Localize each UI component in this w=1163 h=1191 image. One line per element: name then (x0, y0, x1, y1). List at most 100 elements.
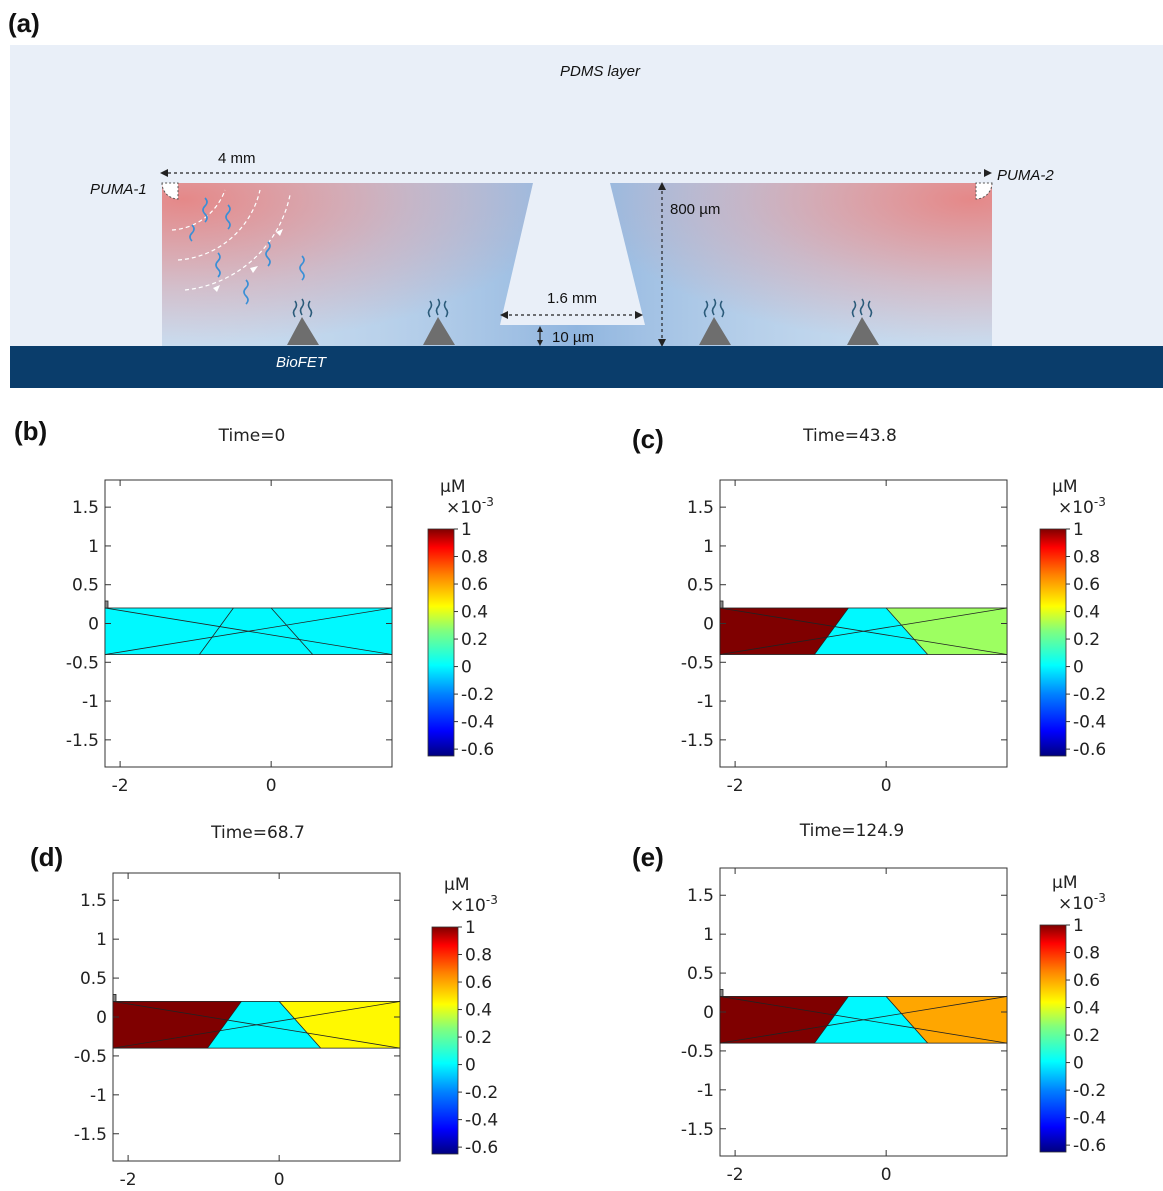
x-tick-label: -2 (112, 776, 129, 796)
sensor-1 (287, 298, 319, 345)
colorbar-multiplier: ×10-3 (446, 495, 494, 518)
y-tick-label: 1 (96, 930, 107, 950)
panel-label-a: (a) (8, 8, 40, 38)
colorbar-tick-label: 0.4 (1073, 603, 1100, 623)
region-right (279, 1001, 400, 1049)
y-tick-label: 1 (703, 925, 714, 945)
y-tick-label: 0.5 (687, 964, 714, 984)
colorbar-tick-label: 0 (461, 658, 472, 678)
colorbar-tick-label: -0.2 (461, 685, 494, 705)
colorbar-tick-label: -0.4 (1073, 1109, 1106, 1129)
colorbar (1039, 528, 1067, 757)
colorbar-tick-label: 0.6 (1073, 575, 1100, 595)
x-tick-label: 0 (881, 1165, 892, 1185)
y-tick-label: -1 (82, 692, 99, 712)
colorbar-tick-label: -0.4 (465, 1111, 498, 1131)
colorbar-unit: µM (444, 875, 469, 895)
y-tick-label: 1.5 (80, 891, 107, 911)
x-tick-label: 0 (274, 1170, 285, 1190)
x-tick-label: 0 (881, 776, 892, 796)
y-tick-label: -1.5 (74, 1125, 107, 1145)
colorbar-unit: µM (1052, 477, 1077, 497)
region-left (105, 607, 234, 655)
colorbar-tick-label: 0.2 (1073, 1026, 1100, 1046)
y-tick-label: -0.5 (66, 653, 99, 673)
y-tick-label: 1 (703, 537, 714, 557)
colorbar-tick-label: -0.6 (1073, 1136, 1106, 1156)
y-tick-label: -0.5 (681, 1042, 714, 1062)
substrate-label: BioFET (276, 354, 328, 371)
puma1-electrode (161, 182, 179, 200)
colorbar-multiplier: ×10-3 (1058, 495, 1106, 518)
colorbar-tick-label: 0 (465, 1056, 476, 1076)
y-tick-label: 0 (88, 615, 99, 635)
colorbar-tick-label: -0.2 (1073, 685, 1106, 705)
y-tick-label: 0.5 (80, 969, 107, 989)
free-strands (189, 197, 305, 305)
colorbar-tick-label: 0.2 (465, 1028, 492, 1048)
x-tick-label: 0 (266, 776, 277, 796)
y-tick-label: -0.5 (681, 653, 714, 673)
central-insert (500, 183, 645, 325)
colorbar-tick-label: -0.4 (461, 713, 494, 733)
plot-title: Time=124.9 (799, 821, 905, 841)
colorbar-tick-label: 0.6 (1073, 971, 1100, 991)
region-center (199, 607, 313, 655)
panel-label: (d) (30, 842, 63, 872)
colorbar-tick-label: 0.2 (461, 630, 488, 650)
colorbar-tick-label: 1 (1073, 916, 1084, 936)
y-tick-label: -1 (697, 1081, 714, 1101)
colorbar-tick-label: 0.8 (1073, 944, 1100, 964)
y-tick-label: 1.5 (687, 498, 714, 518)
heatmap-panel: (d) Time=68.7 1.5 1 0.5 0 -0.5 -1 -1.5 -2 0 µM×10-3… (30, 823, 498, 1190)
y-tick-label: -1 (90, 1086, 107, 1106)
mesh-lines (104, 600, 393, 655)
gap-label: 10 µm (552, 329, 594, 346)
y-tick-label: -1.5 (681, 731, 714, 751)
colorbar-tick-label: 0.4 (465, 1001, 492, 1021)
region-left (720, 996, 849, 1044)
colorbar-multiplier: ×10-3 (450, 893, 498, 916)
puma2-label: PUMA-2 (997, 167, 1054, 184)
plot-title: Time=0 (218, 426, 286, 446)
colorbar-tick-label: 0 (1073, 1054, 1084, 1074)
channel-label: 1.6 mm (547, 290, 597, 307)
y-tick-label: -1.5 (681, 1120, 714, 1140)
colorbar-unit: µM (1052, 873, 1077, 893)
plot-title: Time=68.7 (210, 823, 305, 843)
region-left (113, 1001, 242, 1049)
sensor-3 (699, 298, 731, 345)
mesh-lines (719, 600, 1008, 655)
colorbar-tick-label: -0.2 (465, 1083, 498, 1103)
y-tick-label: 0.5 (72, 576, 99, 596)
region-right (886, 996, 1007, 1044)
puma2-electrode (975, 182, 993, 200)
colorbar-tick-label: 0.8 (461, 548, 488, 568)
colorbar-tick-label: -0.6 (1073, 740, 1106, 760)
colorbar-tick-label: 0.4 (461, 603, 488, 623)
colorbar (427, 528, 455, 757)
panel-label: (e) (632, 842, 664, 872)
y-tick-label: 1.5 (687, 886, 714, 906)
colorbar-tick-label: -0.6 (465, 1138, 498, 1158)
width-label: 4 mm (218, 150, 256, 167)
mesh-lines (112, 994, 401, 1049)
x-tick-label: -2 (727, 776, 744, 796)
colorbar (1039, 924, 1067, 1153)
sensor-2 (423, 298, 455, 345)
colorbar-tick-label: 0.4 (1073, 999, 1100, 1019)
x-tick-label: -2 (120, 1170, 137, 1190)
colorbar (431, 926, 459, 1155)
heatmap-panel: (b) Time=01.510.50-0.5-1-1.5-2 0µM×10-310.… (14, 416, 494, 796)
puma1-label: PUMA-1 (90, 181, 147, 198)
schematic-panel: (a) PDMS layer PUMA-1 PUMA-2 4 mm 800 µm… (8, 8, 1163, 388)
colorbar-tick-label: 0.6 (461, 575, 488, 595)
colorbar-tick-label: -0.6 (461, 740, 494, 760)
region-right (271, 607, 392, 655)
region-center (207, 1001, 321, 1049)
colorbar-tick-label: 1 (1073, 520, 1084, 540)
colorbar-tick-label: -0.4 (1073, 713, 1106, 733)
biofet-substrate (10, 346, 1163, 388)
y-tick-label: 1.5 (72, 498, 99, 518)
region-left (720, 607, 849, 655)
